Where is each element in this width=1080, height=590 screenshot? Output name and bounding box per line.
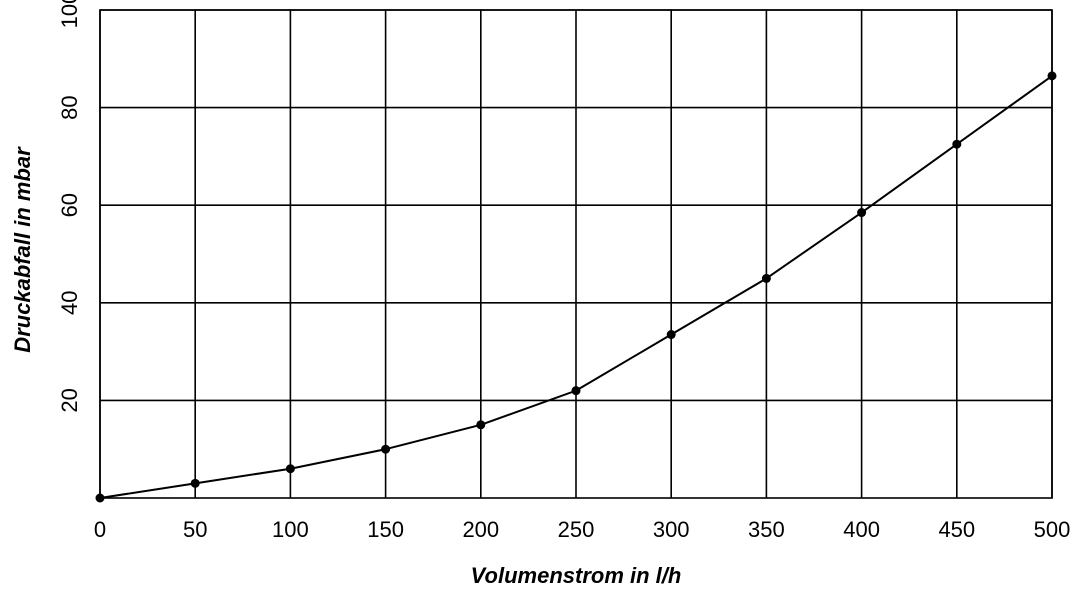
data-point xyxy=(666,330,676,340)
y-tick-label: 100 xyxy=(57,0,82,28)
series-group xyxy=(95,71,1057,503)
grid xyxy=(99,9,1053,498)
data-point xyxy=(95,493,105,503)
x-tick-label: 450 xyxy=(938,517,975,542)
x-tick-label: 250 xyxy=(558,517,595,542)
data-point xyxy=(476,420,486,430)
data-point xyxy=(571,386,581,396)
y-tick-label: 60 xyxy=(57,193,82,217)
data-point xyxy=(952,139,962,149)
y-axis-title: Druckabfall in mbar xyxy=(10,146,35,353)
data-point xyxy=(190,478,200,488)
x-tick-label: 500 xyxy=(1034,517,1071,542)
x-tick-label: 350 xyxy=(748,517,785,542)
x-tick-label: 150 xyxy=(367,517,404,542)
data-point xyxy=(381,444,391,454)
plot-frame xyxy=(99,9,1053,499)
data-point xyxy=(1047,71,1057,81)
y-tick-label: 20 xyxy=(57,388,82,412)
x-axis-title: Volumenstrom in l/h xyxy=(471,563,682,588)
data-point xyxy=(285,464,295,474)
x-tick-label: 300 xyxy=(653,517,690,542)
x-tick-label: 200 xyxy=(462,517,499,542)
data-point xyxy=(857,208,867,218)
x-tick-label: 0 xyxy=(94,517,106,542)
y-tick-label: 40 xyxy=(57,291,82,315)
x-tick-label: 100 xyxy=(272,517,309,542)
x-tick-label: 400 xyxy=(843,517,880,542)
y-tick-labels: 20 40 60 80 100 xyxy=(57,0,82,413)
x-tick-labels: 0 50 100 150 200 250 300 350 400 450 500 xyxy=(94,517,1070,542)
data-point xyxy=(761,273,771,283)
x-tick-label: 50 xyxy=(183,517,207,542)
y-tick-label: 80 xyxy=(57,95,82,119)
